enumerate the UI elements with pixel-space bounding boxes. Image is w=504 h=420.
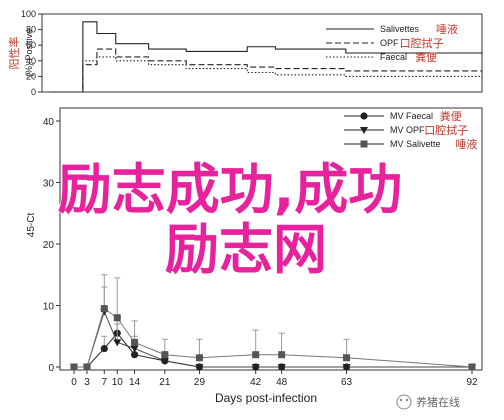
legend-label-chinese: 粪便 <box>415 50 437 64</box>
legend: Salivettes 唾液 OPF 口腔拭子 Faecal 粪便 <box>326 22 458 64</box>
y-tick-label: 100 <box>21 9 36 19</box>
positive-rate-chart: 0 20 40 60 80 100 阳性率 (%) Positive Salivettes… <box>7 9 483 97</box>
data-point <box>100 344 108 353</box>
x-tick-label: 29 <box>194 377 206 388</box>
y-axis: 0 20 40 60 80 100 <box>21 9 42 97</box>
data-point <box>277 364 286 371</box>
legend-label-chinese: 唾液 <box>455 137 477 151</box>
legend-label: Salivettes <box>380 24 420 34</box>
x-tick-label: 3 <box>84 377 90 388</box>
x-tick-label: 48 <box>276 377 288 388</box>
x-axis-label: Days post-infection <box>215 391 317 405</box>
y-tick-label: 30 <box>43 179 55 190</box>
legend-label-chinese: 口腔拭子 <box>424 123 468 137</box>
data-point <box>100 305 108 313</box>
y-axis-label-chinese: 阳性率 <box>7 37 21 70</box>
y-tick-label: 40 <box>43 117 55 128</box>
legend-label: MV Faecal <box>390 111 433 121</box>
wechat-icon-eye <box>399 398 403 402</box>
data-point <box>251 364 260 371</box>
data-point <box>252 351 260 359</box>
overlay-text: 励志成功,成功 励志网 <box>57 157 403 282</box>
legend: MV Faecal 粪便 MV OPF 口腔拭子 MV Salivette 唾液 <box>344 109 477 151</box>
plot-frame <box>59 107 483 371</box>
y-tick-label: 0 <box>31 87 36 97</box>
wechat-icon <box>396 394 412 410</box>
data-point <box>195 364 204 371</box>
watermark-text: 养猪在线 <box>416 395 460 409</box>
data-point <box>195 354 203 362</box>
overlay-line-1: 励志成功,成功 <box>58 158 403 221</box>
wechat-icon-eye <box>405 398 409 402</box>
y-tick-label: 20 <box>26 71 36 81</box>
x-tick-label: 10 <box>112 377 124 388</box>
y-axis-label: (%) Positive <box>24 29 34 77</box>
x-tick-label: 21 <box>159 377 171 388</box>
data-point <box>113 314 121 322</box>
x-tick-label: 14 <box>129 377 141 388</box>
data-point <box>161 351 169 359</box>
data-point <box>343 354 351 362</box>
y-tick-label: 20 <box>43 240 55 251</box>
data-point <box>360 140 368 148</box>
data-point <box>360 127 368 134</box>
data-point <box>83 363 91 371</box>
data-point <box>342 364 351 371</box>
data-point <box>130 345 139 353</box>
series-line-faecal <box>50 56 483 93</box>
legend-label: Faecal <box>380 52 407 62</box>
series-group <box>70 274 476 371</box>
legend-label: OPF <box>380 38 399 48</box>
data-point <box>130 351 139 359</box>
x-tick-label: 42 <box>250 377 262 388</box>
y-tick-label: 10 <box>43 302 55 313</box>
legend-label-chinese: 唾液 <box>436 22 458 36</box>
watermark: 养猪在线 <box>396 394 460 410</box>
data-point <box>160 357 169 365</box>
y-tick-label: 40 <box>26 56 36 66</box>
x-tick-label: 92 <box>466 377 478 388</box>
y-tick-label: 80 <box>26 25 36 35</box>
series-group <box>50 21 483 93</box>
data-point <box>113 339 122 347</box>
y-axis-label: 45-Ct <box>26 213 37 238</box>
data-point <box>360 112 368 120</box>
legend-label: MV OPF <box>390 125 425 135</box>
series-mv-salivette <box>70 274 476 371</box>
data-point <box>278 351 286 359</box>
x-tick-label: 7 <box>102 377 108 388</box>
data-point <box>131 338 139 346</box>
x-tick-label: 0 <box>71 377 77 388</box>
overlay-line-2: 励志网 <box>165 218 327 281</box>
y-tick-label: 60 <box>26 40 36 50</box>
data-point <box>70 363 78 371</box>
legend-label-chinese: 粪便 <box>440 109 462 123</box>
data-point <box>468 363 476 371</box>
series-line <box>74 307 473 368</box>
legend-label: MV Salivette <box>390 139 441 149</box>
x-tick-label: 63 <box>341 377 353 388</box>
y-tick-label: 0 <box>48 363 54 374</box>
legend-label-chinese: 口腔拭子 <box>400 36 444 50</box>
series-mv-opf <box>70 286 476 371</box>
